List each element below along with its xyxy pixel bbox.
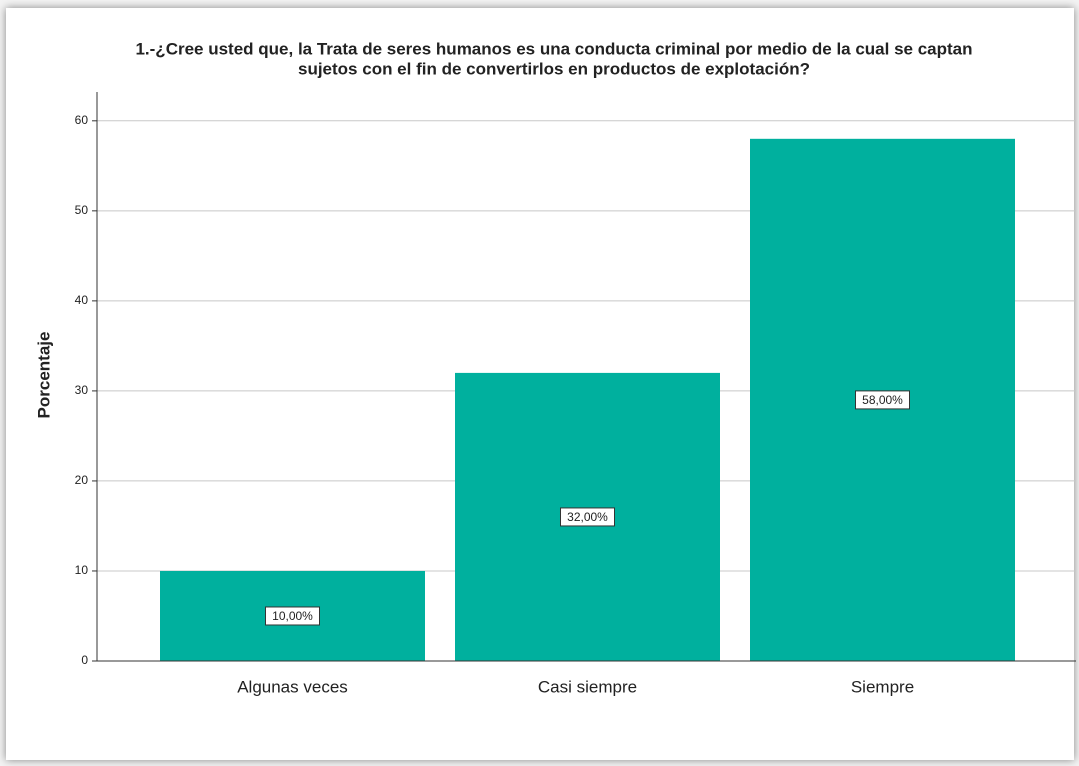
chart-title: 1.-¿Cree usted que, la Trata de seres hu… [135,39,972,58]
y-tick-label: 60 [75,113,89,127]
y-axis-label: Porcentaje [34,332,53,419]
y-tick-label: 20 [75,473,89,487]
value-label-box [855,390,910,410]
value-label-box [560,507,615,527]
value-label-box [265,606,320,626]
x-tick-label: Casi siempre [538,677,637,696]
y-tick-label: 30 [75,383,89,397]
x-tick-label: Siempre [851,677,914,696]
chart-title: sujetos con el fin de convertirlos en pr… [298,59,810,78]
y-tick-label: 40 [75,293,89,307]
x-tick-label: Algunas veces [237,677,348,696]
y-tick-label: 0 [81,653,88,667]
value-label: 32,00% [567,510,608,524]
y-tick-label: 10 [75,563,89,577]
value-label: 58,00% [862,393,903,407]
value-label: 10,00% [272,609,313,623]
y-tick-label: 50 [75,203,89,217]
